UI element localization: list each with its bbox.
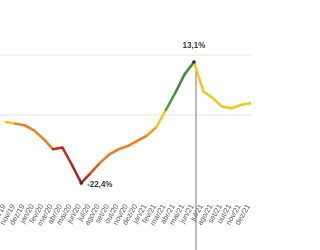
line-segment <box>98 153 111 165</box>
line-segment <box>70 163 83 185</box>
line-segment <box>136 134 149 142</box>
line-segment <box>220 105 233 110</box>
chart: -22,4%13,1%out/19nov/19dez/19jan/20fev/2… <box>0 41 251 250</box>
line-segment <box>42 137 55 151</box>
line-segment <box>61 146 74 166</box>
line-segment <box>211 96 224 108</box>
line-segment <box>164 91 177 112</box>
line-segment <box>145 125 158 137</box>
point-marker <box>79 181 83 185</box>
line-segment <box>230 103 243 110</box>
line-segment <box>23 124 36 132</box>
value-label: 13,1% <box>183 41 206 50</box>
line-segment <box>79 171 92 185</box>
line-segment <box>4 120 17 125</box>
line-segment <box>155 108 168 129</box>
line-segment <box>117 144 130 151</box>
line-segment <box>108 147 121 156</box>
point-marker <box>192 60 196 64</box>
line-segment <box>239 101 251 107</box>
line-segment <box>51 146 64 151</box>
line-segment <box>32 129 45 141</box>
line-segment <box>173 73 186 95</box>
line-segment <box>202 90 215 100</box>
line-segment <box>183 60 196 76</box>
value-label: -22,4% <box>87 180 112 189</box>
line-segment <box>192 60 205 93</box>
line-segment <box>126 139 139 148</box>
line-segment <box>14 122 27 127</box>
line-segment <box>89 161 102 175</box>
